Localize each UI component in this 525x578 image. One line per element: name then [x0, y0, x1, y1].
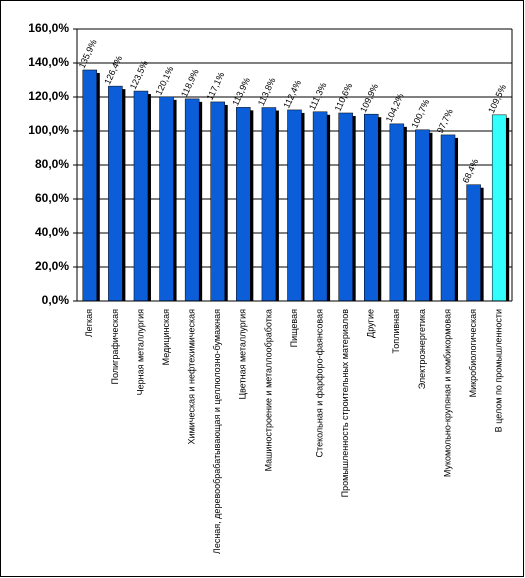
y-tick-label: 60,0% [35, 191, 69, 205]
bar [184, 98, 200, 302]
y-tick-label: 80,0% [35, 157, 69, 171]
bar [287, 109, 302, 302]
bar [466, 184, 481, 302]
bar [159, 96, 174, 302]
bar [491, 114, 507, 302]
x-tick-label: Другие [366, 309, 376, 338]
y-tick-label: 20,0% [35, 259, 69, 273]
bar [338, 112, 353, 302]
x-tick-label: Мукомольно-крупяная и комбикормовая [442, 309, 452, 477]
x-tick-label: Машиностроение и металлообработка [263, 309, 273, 471]
bar [210, 101, 225, 302]
x-tick-label: Химическая и нефтехимическая [187, 309, 197, 445]
y-tick-label: 100,0% [28, 123, 69, 137]
bar [389, 123, 405, 302]
x-tick-label: Лесная, деревообрабатывающая и целлюлозн… [212, 309, 222, 554]
x-tick-label: Промышленность строительных материалов [340, 309, 350, 498]
bar [82, 69, 98, 302]
x-tick-label: Микробиологическая [468, 309, 478, 397]
bar [133, 90, 149, 302]
bar [108, 85, 123, 302]
bar [364, 113, 379, 302]
y-tick-label: 160,0% [28, 21, 69, 35]
bar [440, 134, 456, 302]
x-tick-label: Легкая [84, 309, 94, 337]
x-tick-label: Полиграфическая [110, 309, 120, 385]
x-tick-label: Стекольная и фарфоро-фаянсовая [314, 309, 324, 458]
y-tick-label: 140,0% [28, 55, 69, 69]
x-tick-label: Топливная [391, 309, 401, 354]
bar [312, 111, 328, 302]
x-tick-label: Медицинская [161, 309, 171, 365]
x-tick-label: Черная металлургия [135, 309, 145, 395]
x-tick-label: Электроэнергетика [417, 309, 427, 389]
x-tick-label: Цветная металлургия [238, 309, 248, 400]
y-tick-label: 0,0% [42, 293, 70, 307]
x-tick-label: В целом по промышленности [494, 309, 504, 432]
bar [261, 107, 277, 302]
y-tick-label: 40,0% [35, 225, 69, 239]
bar [415, 129, 430, 302]
x-tick-label: Пищевая [289, 309, 299, 347]
bar [236, 107, 251, 302]
y-tick-label: 120,0% [28, 89, 69, 103]
